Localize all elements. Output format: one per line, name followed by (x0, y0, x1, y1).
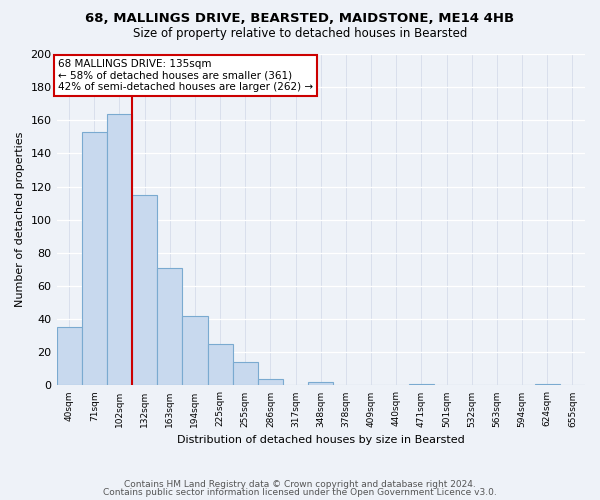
X-axis label: Distribution of detached houses by size in Bearsted: Distribution of detached houses by size … (177, 435, 464, 445)
Bar (308, 382, 334, 386)
Text: 68 MALLINGS DRIVE: 135sqm
← 58% of detached houses are smaller (361)
42% of semi: 68 MALLINGS DRIVE: 135sqm ← 58% of detac… (58, 59, 313, 92)
Bar (258, 379, 283, 386)
Text: 68, MALLINGS DRIVE, BEARSTED, MAIDSTONE, ME14 4HB: 68, MALLINGS DRIVE, BEARSTED, MAIDSTONE,… (85, 12, 515, 26)
Text: Contains public sector information licensed under the Open Government Licence v3: Contains public sector information licen… (103, 488, 497, 497)
Bar (233, 362, 258, 386)
Bar (132, 195, 157, 386)
Bar (157, 268, 182, 386)
Bar (182, 316, 208, 386)
Y-axis label: Number of detached properties: Number of detached properties (15, 132, 25, 308)
Bar (409, 384, 434, 386)
Text: Size of property relative to detached houses in Bearsted: Size of property relative to detached ho… (133, 28, 467, 40)
Text: Contains HM Land Registry data © Crown copyright and database right 2024.: Contains HM Land Registry data © Crown c… (124, 480, 476, 489)
Bar (535, 384, 560, 386)
Bar (107, 114, 132, 386)
Bar (82, 132, 107, 386)
Bar (56, 328, 82, 386)
Bar (208, 344, 233, 386)
